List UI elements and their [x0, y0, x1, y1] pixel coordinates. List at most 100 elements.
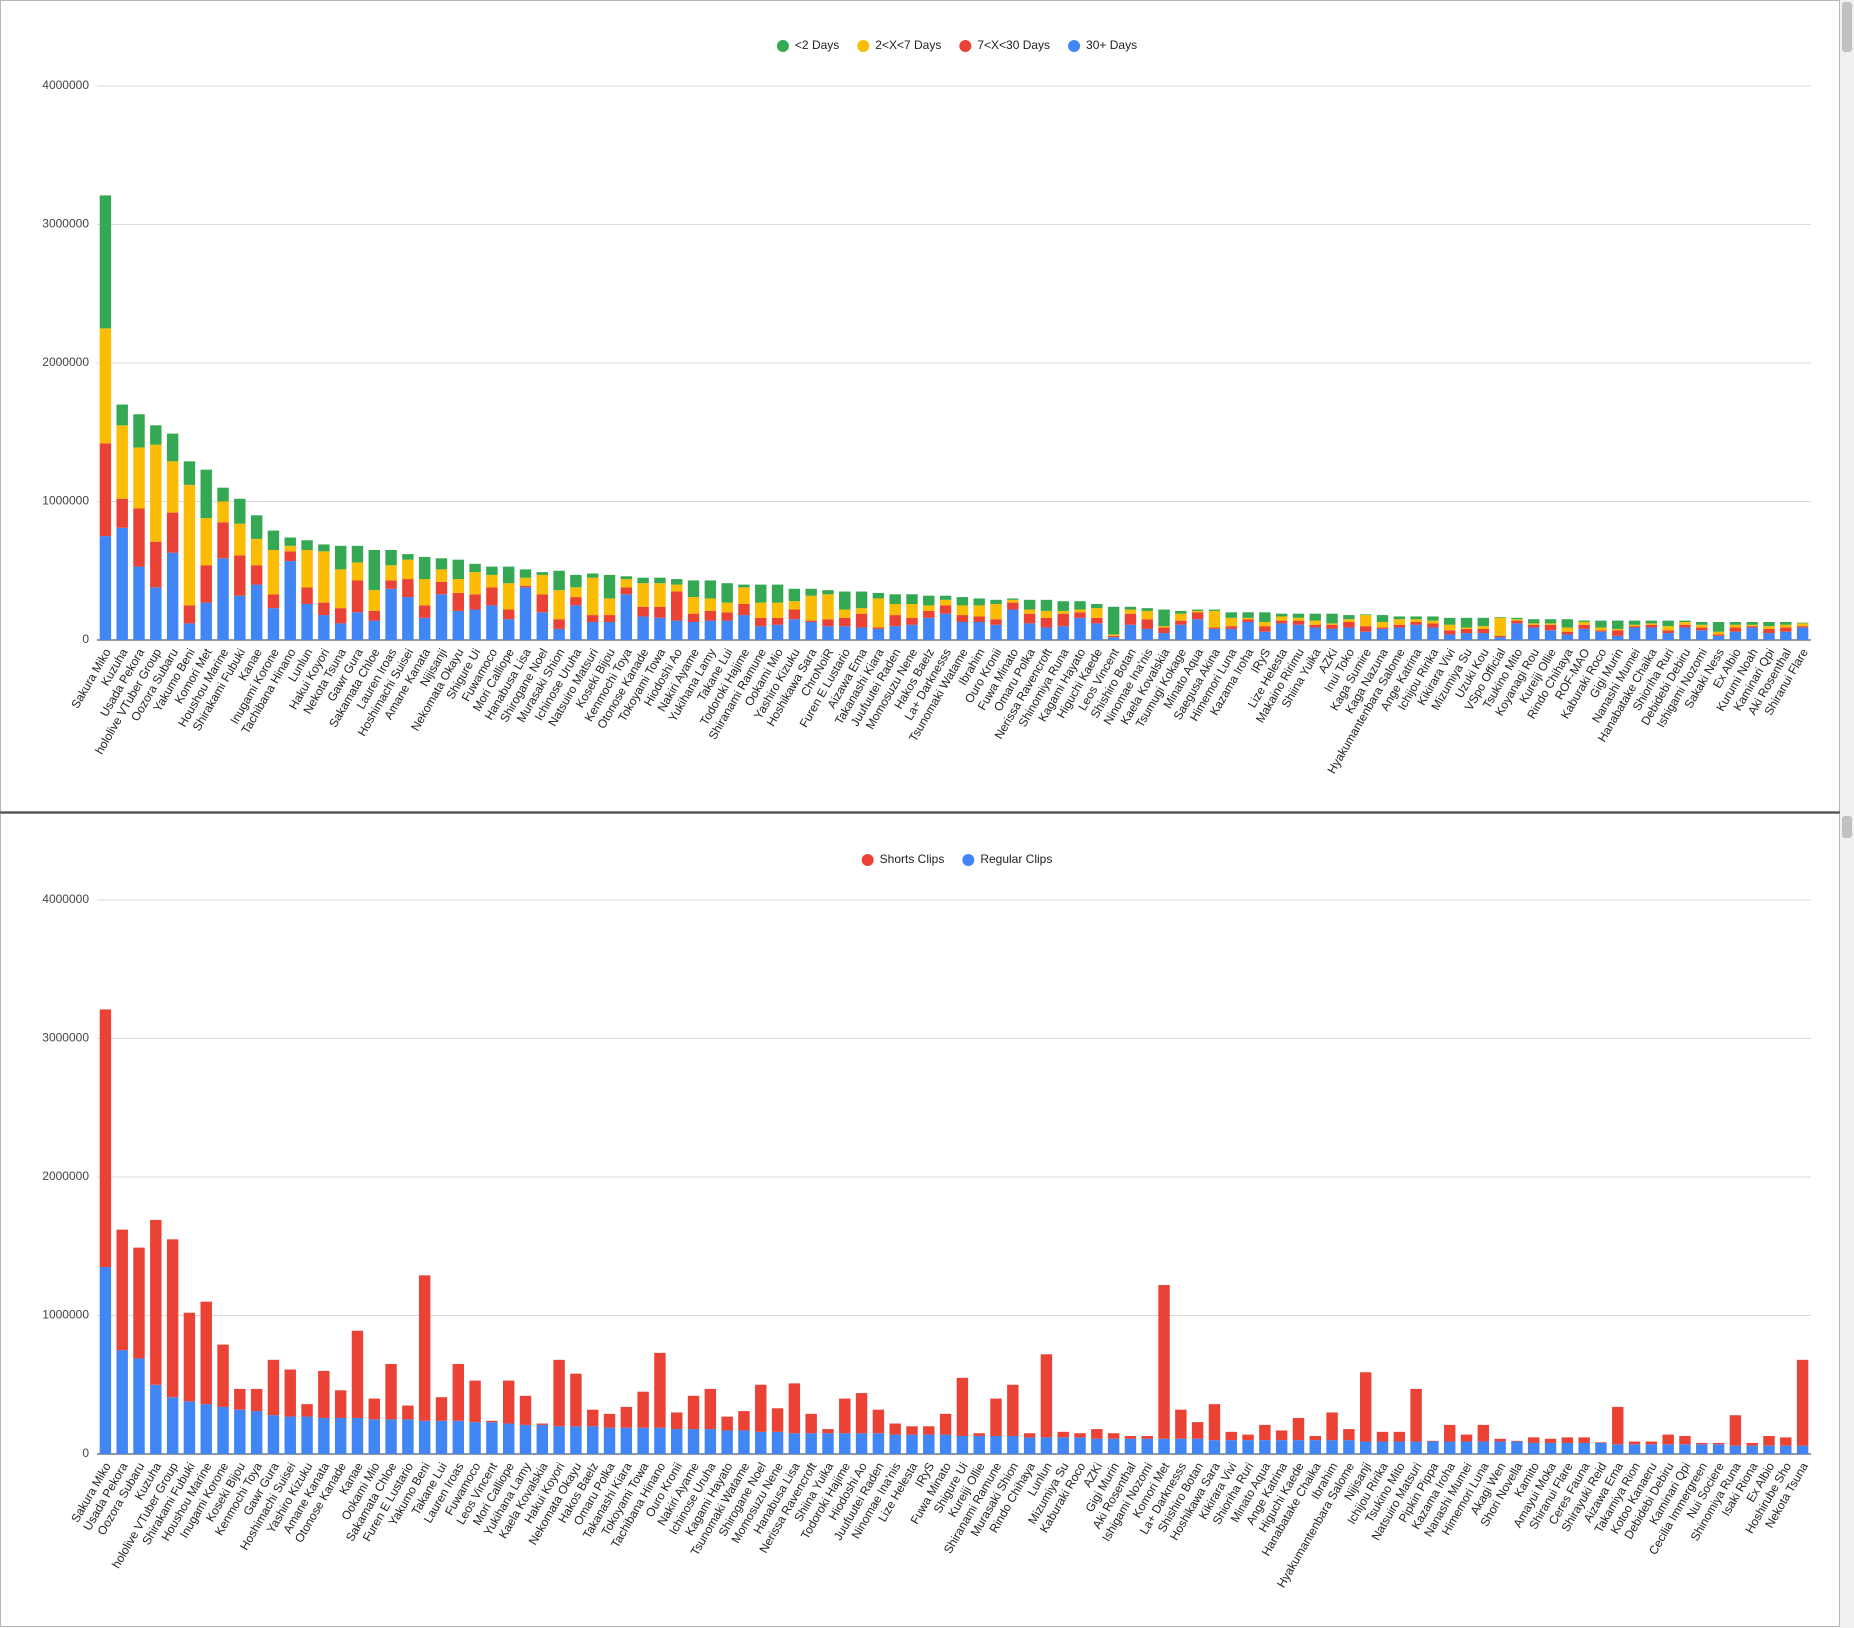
bar-segment [1729, 624, 1742, 628]
bar-segment [385, 565, 397, 581]
bar-segment [1242, 612, 1254, 618]
bar-segment [1124, 613, 1137, 625]
bar-segment [1410, 1441, 1422, 1454]
bar-segment [889, 1423, 901, 1435]
bar-segment [1292, 613, 1305, 618]
bar-segment [1275, 623, 1288, 640]
bar-segment [637, 583, 649, 607]
bar-segment [620, 1406, 633, 1428]
bar-segment [1477, 1441, 1490, 1454]
bar-segment [1141, 1435, 1153, 1439]
bar-segment [502, 583, 515, 610]
bar-segment [250, 515, 263, 539]
scrollbar-thumb[interactable] [1842, 816, 1852, 838]
bar-segment [150, 1384, 162, 1454]
bar-segment [200, 602, 212, 640]
bar-segment [1141, 608, 1153, 611]
bar-segment [469, 1422, 481, 1454]
scrollbar-thumb[interactable] [1842, 2, 1852, 52]
chart-panel [0, 813, 1840, 1627]
bar-segment [603, 615, 616, 622]
bar-segment [1326, 613, 1338, 624]
bar-segment [1091, 623, 1103, 640]
bar-segment [385, 580, 397, 589]
bar-segment [1712, 1444, 1725, 1454]
bar-segment [1696, 624, 1708, 628]
bar-segment [200, 565, 212, 603]
bar-segment [788, 609, 801, 620]
bar-segment [1091, 617, 1103, 624]
bar-segment [587, 621, 599, 640]
bar-segment [1511, 623, 1523, 640]
bar-segment [990, 619, 1002, 625]
bar-segment [1662, 633, 1674, 640]
bar-segment [1712, 635, 1725, 640]
bar-segment [1477, 1424, 1490, 1442]
bar-segment [486, 566, 498, 575]
bar-segment [99, 1009, 112, 1268]
bar-segment [1628, 1441, 1641, 1445]
bar-segment [234, 595, 246, 640]
bar-segment [855, 608, 868, 614]
bar-segment [99, 443, 112, 537]
bar-segment [1326, 624, 1338, 629]
scrollbar[interactable] [1840, 0, 1854, 1628]
bar-segment [1780, 624, 1792, 628]
bar-segment [687, 580, 700, 598]
bar-segment [1595, 627, 1607, 631]
bar-segment [217, 501, 229, 523]
bar-segment [1242, 619, 1254, 622]
bar-segment [671, 584, 683, 592]
bar-segment [1007, 599, 1019, 603]
bar-segment [1561, 634, 1574, 640]
bar-segment [1225, 612, 1237, 618]
bar-segment [200, 1404, 212, 1454]
bar-segment [587, 577, 599, 616]
bar-segment [418, 556, 431, 580]
bar-segment [1628, 626, 1641, 628]
bar-segment [1427, 627, 1439, 640]
bar-segment [435, 581, 448, 595]
bar-segment [805, 588, 817, 596]
bar-segment [1023, 1433, 1036, 1438]
bar-segment [284, 551, 296, 562]
bar-segment [536, 1423, 549, 1425]
bar-segment [687, 613, 700, 622]
bar-segment [1578, 1437, 1590, 1443]
bar-segment [1309, 620, 1321, 625]
legend-label: Shorts Clips [880, 852, 945, 866]
bar-segment [721, 620, 733, 640]
y-tick-label: 4000000 [42, 78, 89, 92]
bar-segment [519, 569, 532, 578]
bar-segment [452, 610, 464, 640]
bar-segment [1729, 631, 1742, 640]
bar-segment [620, 594, 633, 640]
bar-segment [1662, 630, 1674, 634]
bar-segment [1561, 627, 1574, 632]
bar-segment [1225, 1440, 1237, 1454]
bar-segment [1393, 627, 1406, 640]
bar-segment [1208, 610, 1221, 628]
bar-segment [1040, 1354, 1053, 1438]
bar-segment [570, 605, 582, 640]
bar-segment [217, 1406, 229, 1454]
bar-segment [1410, 619, 1422, 622]
bar-segment [116, 404, 128, 426]
legend: Shorts Clips Regular Clips [861, 852, 1052, 866]
bar-segment [536, 594, 549, 613]
bar-segment [435, 1420, 448, 1454]
bar-segment [150, 425, 162, 445]
bar-segment [351, 612, 364, 640]
bar-segment [1292, 1417, 1305, 1441]
bar-segment [217, 487, 229, 502]
bar-segment [166, 1239, 179, 1398]
bar-segment [250, 565, 263, 585]
bar-segment [603, 574, 616, 599]
bar-segment [654, 1352, 666, 1428]
bar-segment [1679, 621, 1691, 625]
bar-segment [1175, 624, 1187, 640]
bar-segment [822, 594, 834, 620]
bar-segment [502, 619, 515, 640]
bar-segment [1679, 1444, 1691, 1454]
